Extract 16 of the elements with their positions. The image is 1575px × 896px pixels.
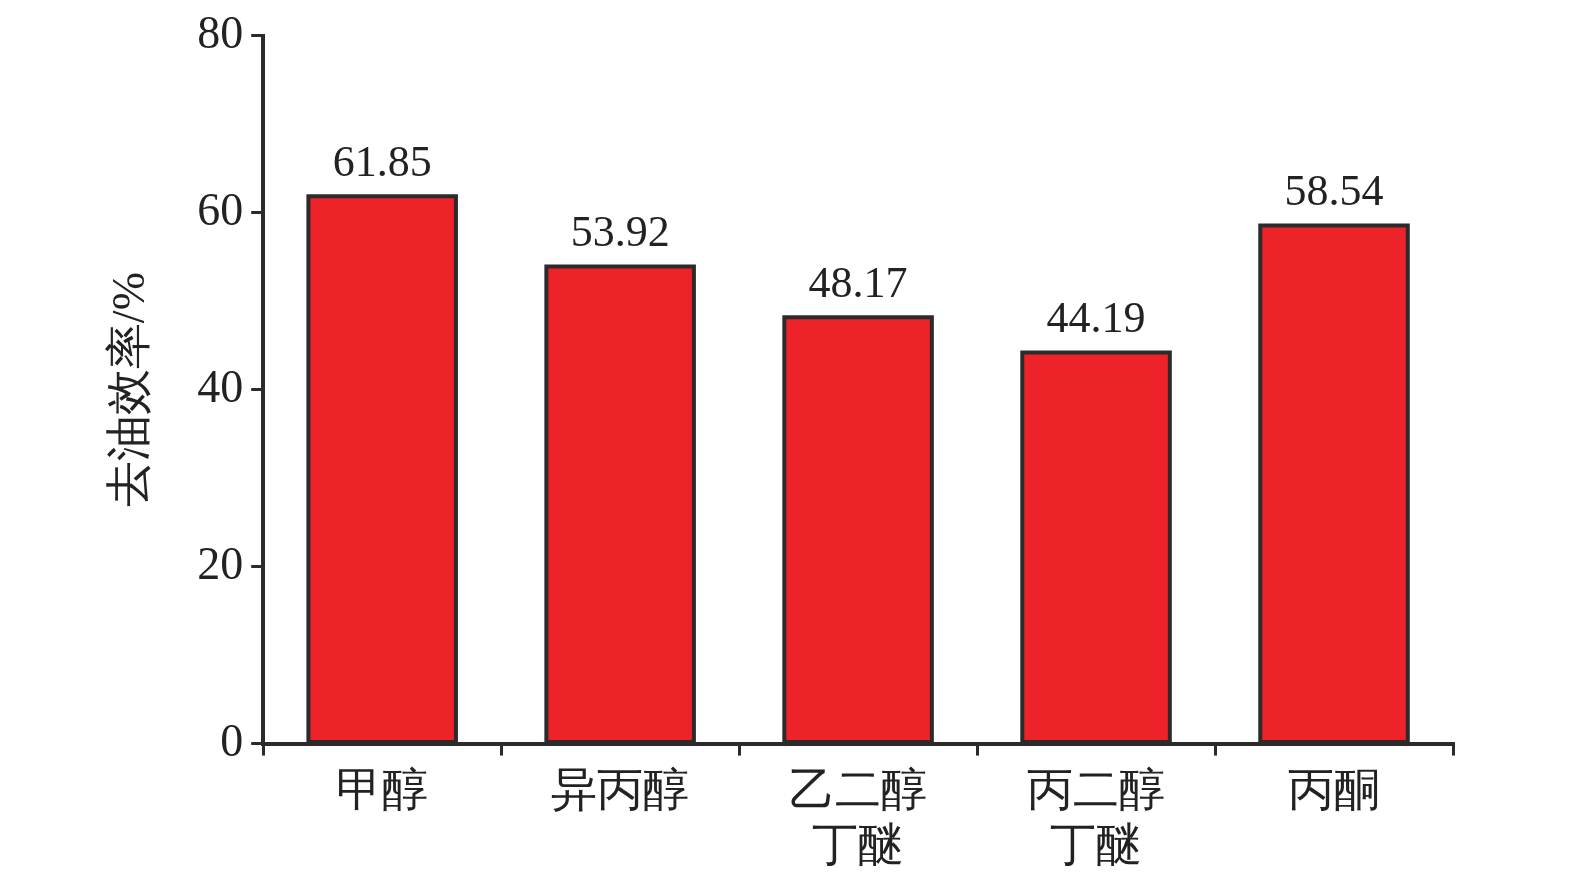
x-tick-label: 异丙醇 (551, 764, 690, 816)
data-label: 58.54 (1284, 166, 1384, 216)
data-label: 61.85 (332, 136, 432, 186)
y-axis-title: 去油效率/% (102, 272, 154, 508)
y-tick-label: 40 (197, 360, 244, 412)
y-tick-label: 20 (197, 537, 244, 589)
y-tick-label: 0 (220, 714, 244, 766)
data-label: 53.92 (570, 206, 670, 256)
x-tick-label: 甲醇 (336, 764, 429, 816)
x-tick-label: 乙二醇丁醚 (789, 764, 928, 871)
data-label: 48.17 (808, 257, 908, 307)
data-label: 44.19 (1046, 293, 1146, 343)
x-tick-label: 丙二醇丁醚 (1027, 764, 1166, 871)
y-tick-label: 60 (197, 183, 244, 235)
y-tick-label: 80 (197, 6, 244, 58)
x-tick-label: 丙酮 (1288, 764, 1381, 816)
